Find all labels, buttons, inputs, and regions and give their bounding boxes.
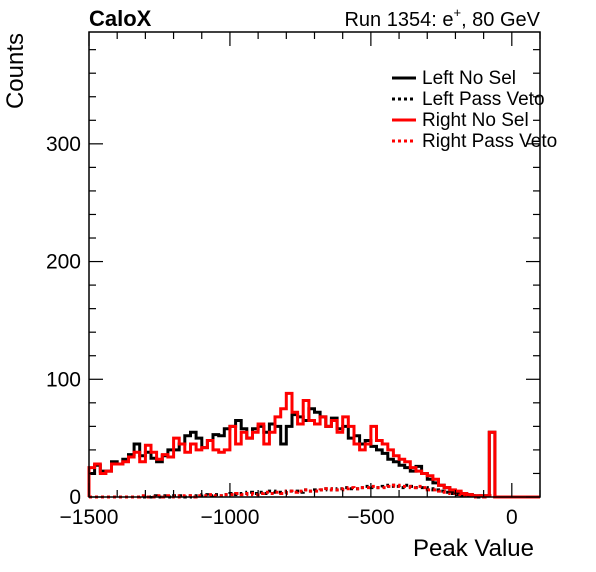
legend-label-left-no-sel: Left No Sel [422, 68, 516, 89]
x-axis-label: Peak Value [413, 535, 534, 562]
y-tick-label: 100 [46, 368, 81, 391]
run-label-prefix: Run 1354: e [344, 9, 453, 31]
legend-label-right-pass-veto: Right Pass Veto [422, 131, 557, 152]
legend-label-right-no-sel: Right No Sel [422, 110, 529, 131]
y-tick-label: 0 [69, 486, 81, 509]
series-line-right-no-sel [87, 391, 540, 499]
experiment-label: CaloX [89, 6, 152, 31]
x-tick-label: −500 [347, 506, 394, 529]
y-tick-label: 300 [46, 133, 81, 156]
axes-layer: −1500 −1000 −500 0 0 100 200 300 [46, 31, 541, 529]
x-tick-label: −1000 [200, 506, 259, 529]
y-tick-label: 200 [46, 251, 81, 274]
run-label-superscript: + [453, 5, 461, 20]
run-label: Run 1354: e+, 80 GeV [344, 5, 540, 31]
legend-label-left-pass-veto: Left Pass Veto [422, 89, 545, 110]
y-axis-label: Counts [2, 33, 29, 109]
x-tick-label: −1500 [60, 506, 119, 529]
x-tick-label: 0 [506, 506, 518, 529]
run-label-suffix: , 80 GeV [461, 9, 541, 31]
